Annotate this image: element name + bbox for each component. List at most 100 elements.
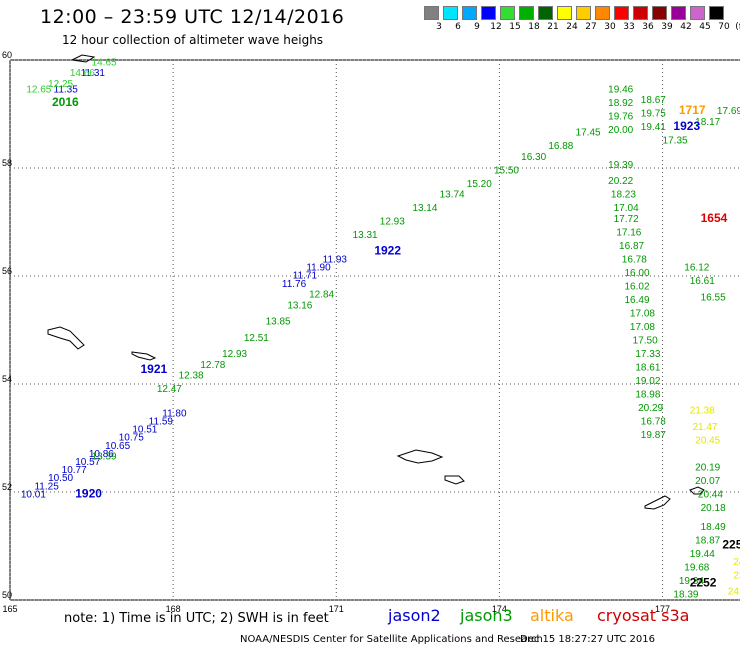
swh-value-jason3: 16.30: [521, 152, 546, 163]
swh-value-jason3: 19.87: [641, 430, 666, 441]
swh-value-jason2: 11.35: [54, 84, 79, 95]
legend-label: 15: [509, 22, 521, 32]
legend-unit: (ft): [735, 22, 740, 32]
swh-value-altika: 24.38: [728, 587, 740, 598]
swh-value-jason3: 12.38: [179, 371, 204, 382]
pass-time-labels: 1920 1921 1922 1923 1654 1717 2251 2252: [75, 103, 740, 590]
legend-label: 45: [699, 22, 711, 32]
swh-value-jason3: 13.31: [353, 230, 378, 241]
swh-value-jason3: 13.85: [266, 317, 291, 328]
swh-value-jason3: 12.93: [222, 349, 247, 360]
legend-swatch: [576, 6, 591, 20]
swh-value-jason3: 15.20: [467, 179, 492, 190]
swh-value-jason3: 17.35: [663, 136, 688, 147]
swh-value-jason3-light: 14.66: [70, 68, 95, 79]
swh-value-jason3: 12.93: [380, 217, 405, 228]
swh-value-jason3: 19.75: [641, 109, 666, 120]
swh-value-jason3: 13.39: [92, 452, 117, 463]
landmass-outlines: [47, 54, 705, 510]
swh-value-jason3: 18.98: [635, 390, 660, 401]
swh-value-jason3: 18.17: [695, 117, 720, 128]
legend-label: 70: [718, 22, 730, 32]
island-6: [70, 54, 96, 63]
swh-value-jason3: 17.69: [717, 106, 740, 117]
swh-value-jason3: 16.78: [641, 417, 666, 428]
swh-value-jason3: 19.39: [608, 160, 633, 171]
swh-value-jason3: 20.22: [608, 176, 633, 187]
swh-value-jason3: 16.88: [548, 141, 573, 152]
y-tick-label: 50: [2, 590, 12, 600]
swh-value-jason3: 17.72: [614, 214, 639, 225]
legend-label: 27: [585, 22, 597, 32]
swh-value-jason3: 20.19: [695, 462, 720, 473]
swh-value-jason3: 17.04: [614, 203, 639, 214]
y-tick-label: 56: [2, 266, 12, 276]
swh-value-jason3: 16.12: [684, 263, 709, 274]
swh-value-jason3: 17.08: [630, 322, 655, 333]
island-2: [131, 351, 157, 361]
legend-swatch: [519, 6, 534, 20]
legend-label: 21: [547, 22, 559, 32]
swh-value-jason2: 10.01: [21, 489, 46, 500]
swh-value-jason3: 18.67: [641, 95, 666, 106]
swh-value-jason3: 12.51: [244, 333, 269, 344]
swh-value-jason3: 19.46: [608, 84, 633, 95]
pass-time-label: 1654: [701, 211, 728, 225]
swh-value-jason3: 19.41: [641, 122, 666, 133]
y-tick-label: 60: [2, 50, 12, 60]
x-tick-label: 177: [655, 604, 670, 614]
swh-value-jason3: 16.87: [619, 241, 644, 252]
legend-swatch: [443, 6, 458, 20]
pass-time-label: 1717: [679, 103, 706, 117]
y-tick-label: 54: [2, 374, 12, 384]
x-tick-label: 165: [2, 604, 17, 614]
swh-value-jason3: 17.08: [630, 309, 655, 320]
swh-value-jason3: 13.74: [440, 190, 465, 201]
swh-value-jason2: 11.59: [149, 417, 174, 428]
swh-value-jason3: 18.61: [635, 363, 660, 374]
swh-value-jason2: 11.93: [323, 255, 348, 266]
generated-timestamp: Dec 15 18:27:27 UTC 2016: [520, 634, 655, 645]
swh-value-jason2: 10.51: [132, 425, 157, 436]
swh-value-jason3: 17.45: [576, 128, 601, 139]
legend-swatch: [614, 6, 629, 20]
swh-value-altika: 21.38: [690, 406, 715, 417]
swh-value-jason3: 16.02: [624, 282, 649, 293]
swh-value-jason3: 20.18: [701, 503, 726, 514]
swh-value-jason3: 18.49: [701, 522, 726, 533]
legend-swatch: [424, 6, 439, 20]
legend-label: 39: [661, 22, 673, 32]
satellite-altika: altika: [530, 606, 574, 625]
satellite-jason2: jason2: [388, 606, 441, 625]
pass-time-label: 1921: [141, 362, 168, 376]
swh-value-jason3: 16.61: [690, 276, 715, 287]
swh-value-jason3: 13.16: [287, 300, 312, 311]
legend-swatch: [595, 6, 610, 20]
swh-data-labels: 10.0111.2510.5010.7710.5710.8610.6510.75…: [21, 57, 740, 600]
year-label: 2016: [52, 95, 79, 109]
legend-label: 9: [474, 22, 480, 32]
legend-swatch: [633, 6, 648, 20]
island-5: [644, 495, 671, 510]
legend-swatch: [690, 6, 705, 20]
swh-value-jason2: 10.75: [119, 433, 144, 444]
swh-value-jason3: 20.07: [695, 476, 720, 487]
island-3: [396, 449, 444, 464]
pass-time-label: 2252: [690, 576, 717, 590]
swh-value-jason3: 17.16: [616, 228, 641, 239]
swh-value-jason3: 16.49: [624, 295, 649, 306]
swh-value-jason3-light: 12.25: [48, 79, 73, 90]
swh-value-jason3: 20.29: [638, 403, 663, 414]
credit-line: NOAA/NESDIS Center for Satellite Applica…: [240, 634, 543, 645]
swh-value-jason3-light: 14.65: [92, 57, 117, 68]
swh-value-jason3: 16.00: [624, 268, 649, 279]
pass-time-label: 2251: [722, 538, 740, 552]
legend-swatch: [481, 6, 496, 20]
swh-value-jason3: 20.00: [608, 125, 633, 136]
swh-value-jason3: 17.50: [633, 336, 658, 347]
x-tick-label: 171: [329, 604, 344, 614]
legend-swatch: [500, 6, 515, 20]
legend-label: 33: [623, 22, 635, 32]
swh-value-jason3: 16.55: [701, 292, 726, 303]
